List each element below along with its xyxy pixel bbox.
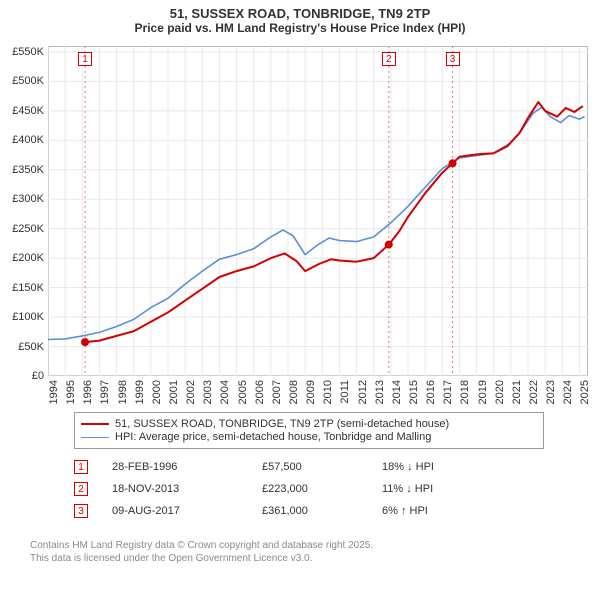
- transaction-price: £223,000: [262, 483, 382, 495]
- legend-label: 51, SUSSEX ROAD, TONBRIDGE, TN9 2TP (sem…: [115, 418, 449, 430]
- x-tick-label: 2018: [459, 380, 471, 404]
- y-tick-label: £350K: [12, 164, 44, 176]
- x-tick-label: 2020: [494, 380, 506, 404]
- x-tick-label: 1997: [99, 380, 111, 404]
- x-tick-label: 2005: [237, 380, 249, 404]
- transaction-delta: 6% ↑ HPI: [382, 505, 482, 517]
- y-tick-label: £400K: [12, 134, 44, 146]
- x-tick-label: 1999: [134, 380, 146, 404]
- y-tick-label: £100K: [12, 311, 44, 323]
- transaction-row: 1 28-FEB-1996£57,50018% ↓ HPI: [74, 456, 482, 478]
- transaction-marker: 3: [74, 504, 88, 518]
- x-tick-label: 2003: [202, 380, 214, 404]
- legend-label: HPI: Average price, semi-detached house,…: [115, 431, 431, 443]
- x-tick-label: 2015: [408, 380, 420, 404]
- x-tick-label: 2012: [357, 380, 369, 404]
- transaction-marker: 2: [74, 482, 88, 496]
- x-tick-label: 1994: [48, 380, 60, 404]
- x-tick-label: 2013: [374, 380, 386, 404]
- x-tick-label: 2004: [219, 380, 231, 404]
- transaction-row: 2 18-NOV-2013£223,00011% ↓ HPI: [74, 478, 482, 500]
- legend: 51, SUSSEX ROAD, TONBRIDGE, TN9 2TP (sem…: [74, 412, 544, 449]
- transaction-date: 28-FEB-1996: [112, 461, 262, 473]
- credits-line2: This data is licensed under the Open Gov…: [30, 553, 373, 566]
- marker-flag: 3: [446, 52, 460, 66]
- x-tick-label: 2017: [442, 380, 454, 404]
- chart-title-block: 51, SUSSEX ROAD, TONBRIDGE, TN9 2TP Pric…: [0, 0, 600, 37]
- x-tick-label: 2021: [511, 380, 523, 404]
- transaction-delta: 18% ↓ HPI: [382, 461, 482, 473]
- x-tick-label: 2007: [271, 380, 283, 404]
- x-tick-label: 2008: [288, 380, 300, 404]
- credits-line1: Contains HM Land Registry data © Crown c…: [30, 540, 373, 553]
- transaction-price: £57,500: [262, 461, 382, 473]
- x-tick-label: 2000: [151, 380, 163, 404]
- x-tick-label: 2009: [305, 380, 317, 404]
- x-tick-label: 2022: [528, 380, 540, 404]
- x-tick-label: 2006: [254, 380, 266, 404]
- transaction-date: 09-AUG-2017: [112, 505, 262, 517]
- plot-svg: [48, 46, 588, 376]
- y-tick-label: £550K: [12, 46, 44, 58]
- transaction-date: 18-NOV-2013: [112, 483, 262, 495]
- x-tick-label: 2023: [545, 380, 557, 404]
- x-tick-label: 2011: [339, 380, 351, 404]
- y-tick-label: £500K: [12, 75, 44, 87]
- x-tick-label: 2002: [185, 380, 197, 404]
- x-tick-label: 2016: [425, 380, 437, 404]
- transaction-marker: 1: [74, 460, 88, 474]
- x-tick-label: 2025: [579, 380, 591, 404]
- legend-item: HPI: Average price, semi-detached house,…: [81, 431, 537, 443]
- legend-item: 51, SUSSEX ROAD, TONBRIDGE, TN9 2TP (sem…: [81, 418, 537, 430]
- y-tick-label: £50K: [18, 341, 44, 353]
- legend-swatch: [81, 437, 109, 438]
- chart-title-address: 51, SUSSEX ROAD, TONBRIDGE, TN9 2TP: [0, 6, 600, 21]
- y-tick-label: £200K: [12, 252, 44, 264]
- x-tick-label: 2010: [322, 380, 334, 404]
- transaction-row: 3 09-AUG-2017£361,0006% ↑ HPI: [74, 500, 482, 522]
- legend-swatch: [81, 423, 109, 425]
- y-tick-label: £0: [32, 370, 44, 382]
- x-tick-label: 1996: [82, 380, 94, 404]
- transaction-table: 1 28-FEB-1996£57,50018% ↓ HPI 2 18-NOV-2013…: [74, 456, 482, 522]
- chart-title-sub: Price paid vs. HM Land Registry's House …: [0, 21, 600, 35]
- transaction-delta: 11% ↓ HPI: [382, 483, 482, 495]
- y-tick-label: £250K: [12, 223, 44, 235]
- plot-area: £0£50K£100K£150K£200K£250K£300K£350K£400…: [48, 46, 588, 376]
- credits: Contains HM Land Registry data © Crown c…: [30, 540, 373, 565]
- transaction-price: £361,000: [262, 505, 382, 517]
- marker-flag: 2: [382, 52, 396, 66]
- x-tick-label: 2019: [477, 380, 489, 404]
- x-tick-label: 2014: [391, 380, 403, 404]
- y-tick-label: £450K: [12, 105, 44, 117]
- y-tick-label: £300K: [12, 193, 44, 205]
- y-tick-label: £150K: [12, 282, 44, 294]
- marker-flag: 1: [78, 52, 92, 66]
- x-tick-label: 1995: [65, 380, 77, 404]
- x-tick-label: 1998: [117, 380, 129, 404]
- x-tick-label: 2001: [168, 380, 180, 404]
- x-tick-label: 2024: [562, 380, 574, 404]
